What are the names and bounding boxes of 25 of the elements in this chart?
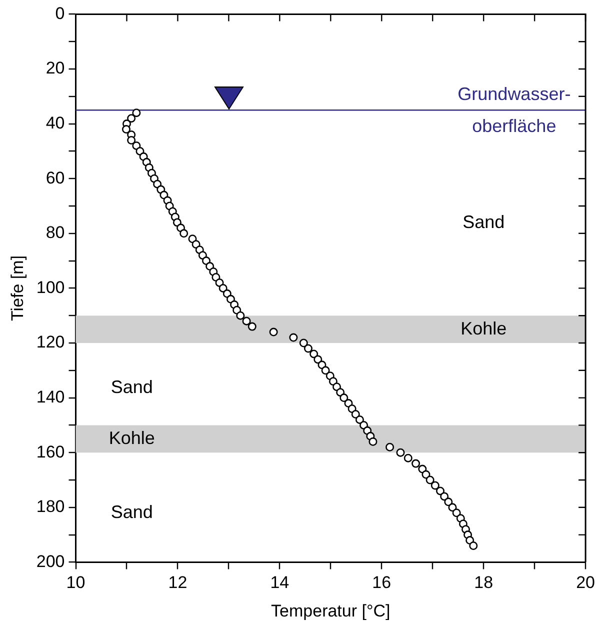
annotation: Sand [110, 377, 153, 398]
ref-line-label: Grundwasser- oberfläche [458, 84, 571, 136]
band-label: Kohle [108, 428, 155, 448]
x-tick-label: 18 [474, 573, 494, 592]
x-tick-label: 10 [66, 573, 86, 592]
y-axis-title: Tiefe [m] [8, 255, 27, 321]
x-tick-label: 16 [372, 573, 392, 592]
band-label: Kohle [460, 318, 507, 338]
y-tick-label: 100 [36, 278, 65, 297]
y-tick-label: 200 [36, 552, 65, 571]
y-tick-label: 180 [36, 497, 65, 516]
annotation: Sand [110, 502, 153, 522]
y-tick-label: 140 [36, 387, 65, 406]
annotation: Sand [462, 212, 505, 232]
x-tick-label: 14 [270, 573, 290, 592]
y-tick-label: 40 [46, 113, 65, 132]
x-axis-title: Temperatur [°C] [271, 601, 390, 620]
y-tick-label: 60 [46, 168, 65, 188]
x-tick-label: 20 [576, 573, 596, 592]
y-tick-label: 160 [36, 442, 65, 462]
y-tick-label: 0 [55, 4, 65, 23]
y-tick-label: 20 [46, 58, 65, 78]
y-tick-label: 120 [36, 332, 65, 352]
x-tick-label: 12 [168, 573, 188, 592]
y-tick-label: 80 [46, 223, 65, 242]
